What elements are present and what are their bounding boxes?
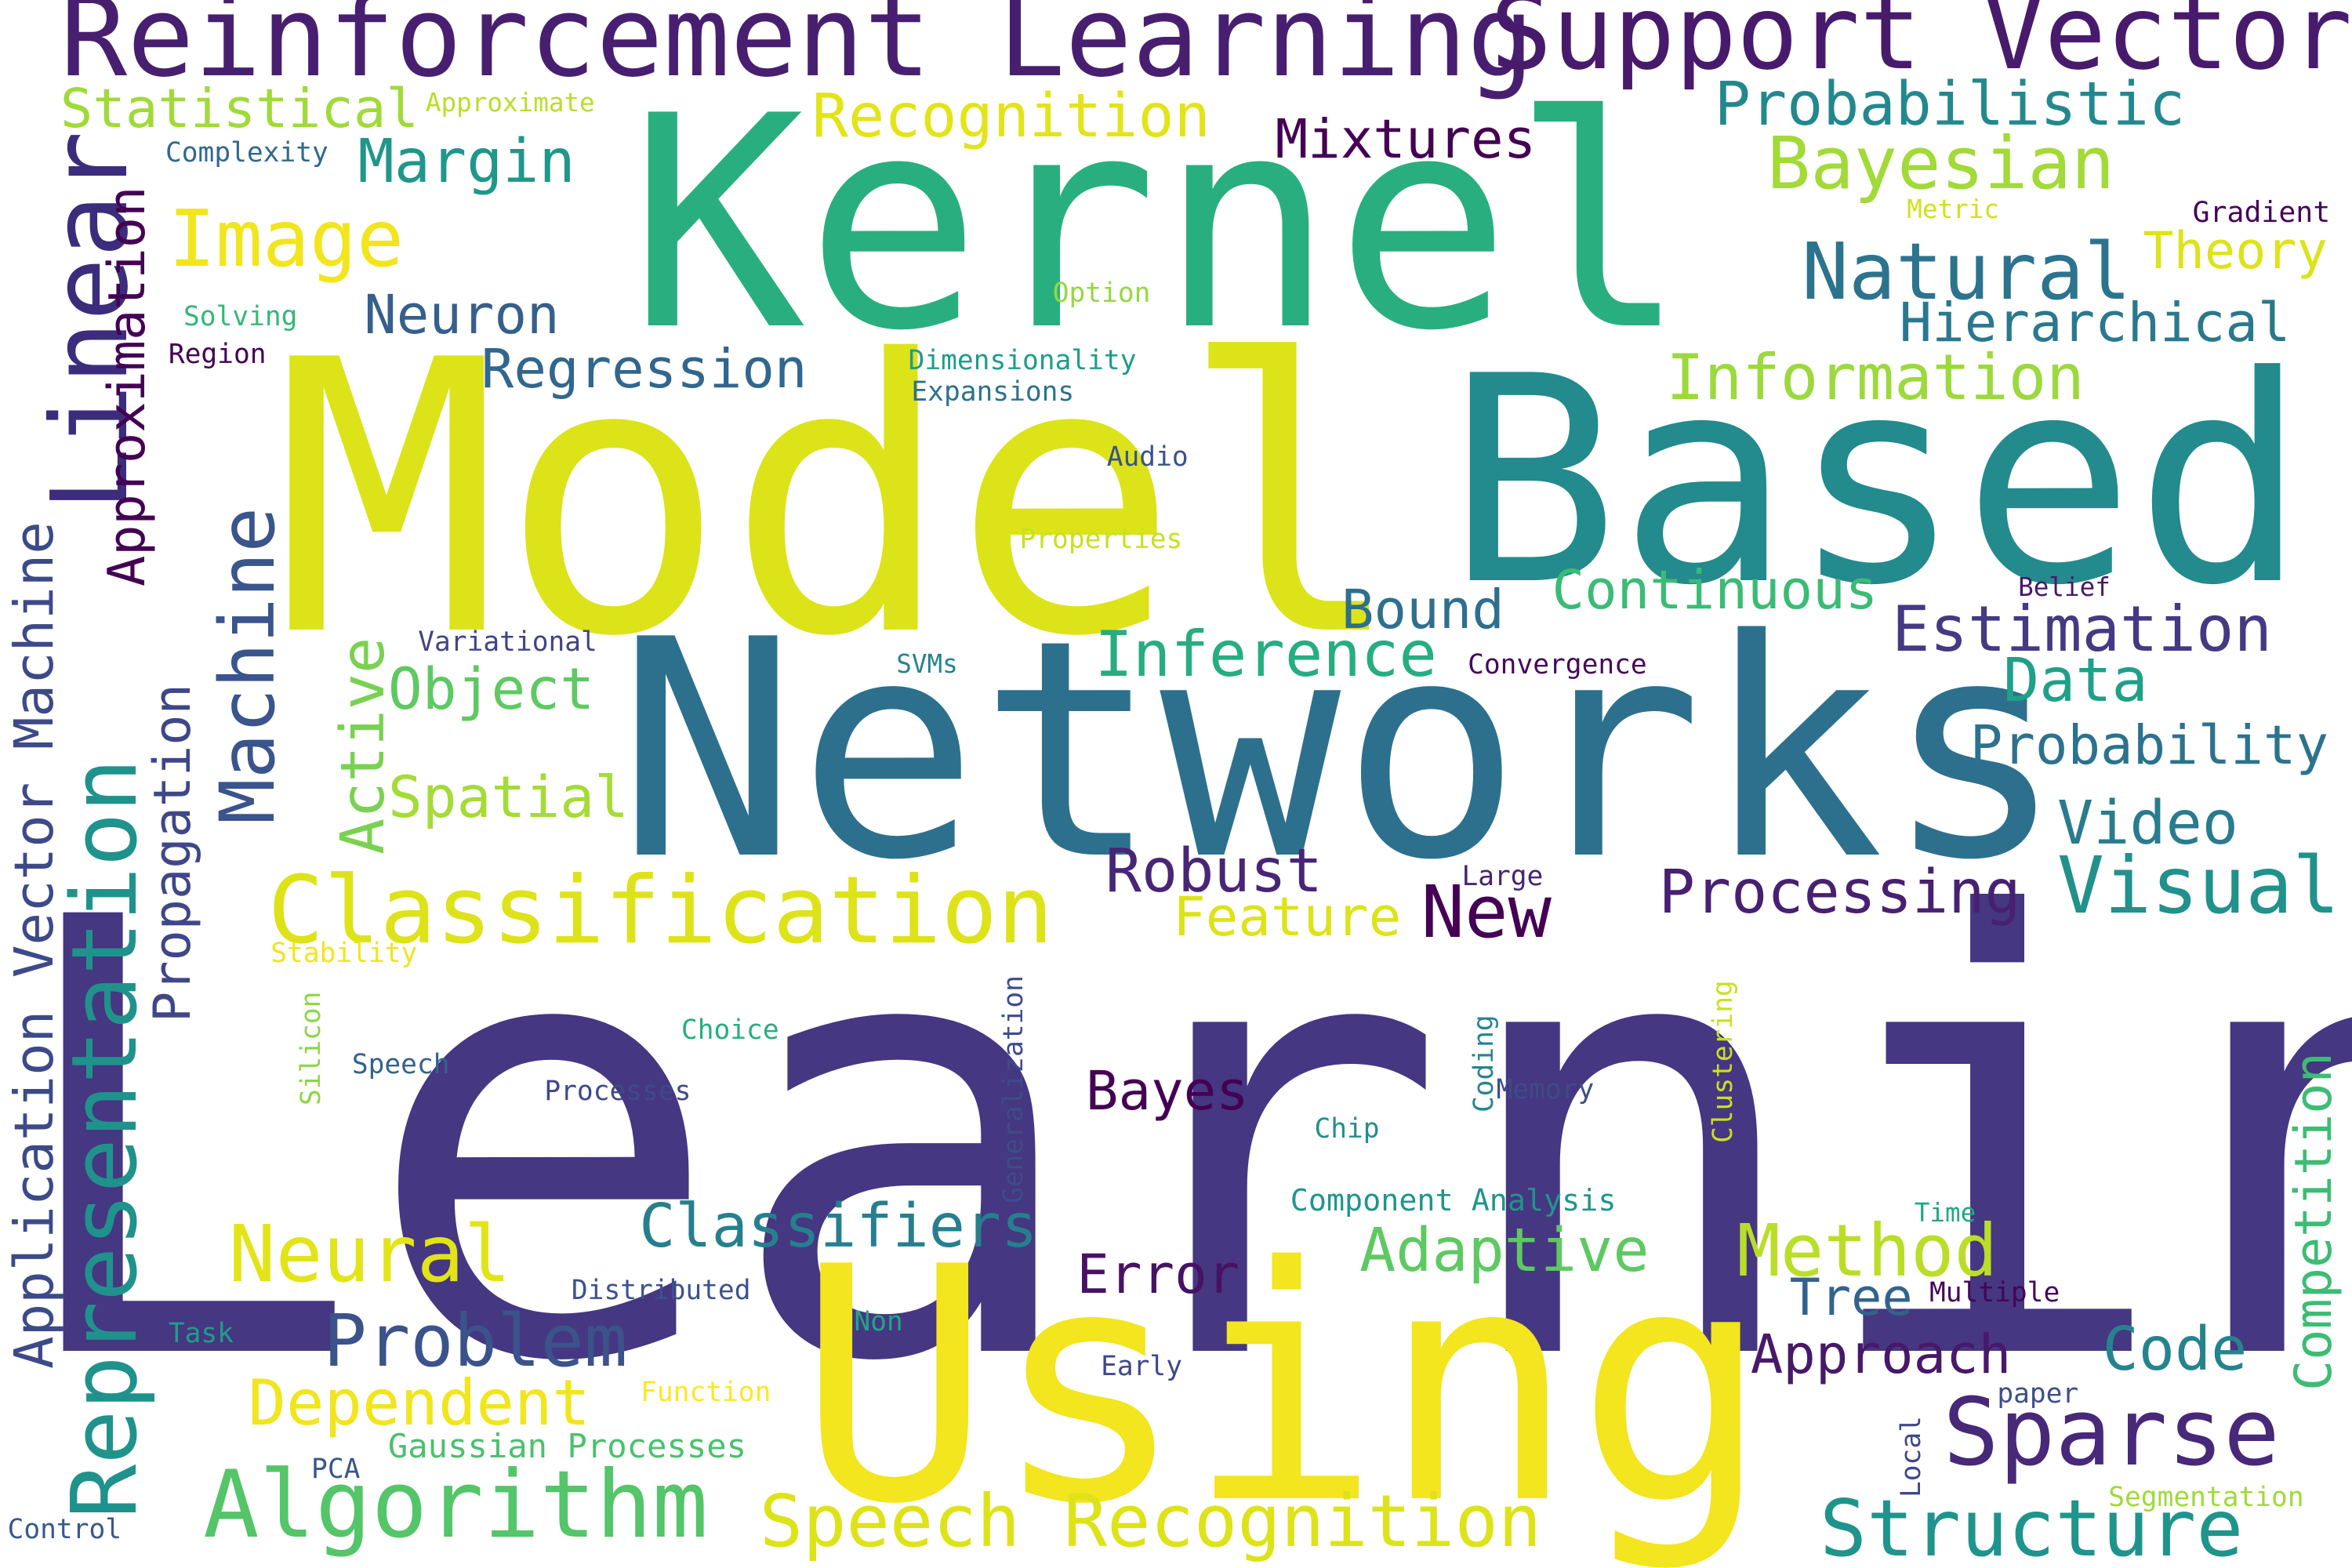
- word: Error: [1076, 1243, 1240, 1307]
- word: Estimation: [1892, 591, 2272, 666]
- word: Processing: [1658, 858, 2021, 928]
- word: Information: [1666, 340, 2085, 415]
- word: Approach: [1750, 1323, 2012, 1386]
- word: Audio: [1106, 441, 1189, 473]
- word: Probability: [1969, 713, 2329, 777]
- word: Task: [168, 1318, 234, 1350]
- word: Spatial: [387, 764, 629, 832]
- word: Regression: [481, 338, 808, 401]
- word: Classification: [267, 856, 1054, 965]
- word: Generalization: [997, 975, 1029, 1203]
- word: Method: [1737, 1208, 1998, 1293]
- word: Competition: [2284, 1052, 2344, 1392]
- word: Adaptive: [1359, 1215, 1650, 1286]
- word: Margin: [358, 126, 575, 197]
- word: Option: [1052, 277, 1151, 309]
- word: SVMs: [896, 648, 958, 679]
- word: Chip: [1314, 1113, 1380, 1145]
- word: Active: [328, 637, 398, 855]
- word: Region: [168, 339, 267, 371]
- word: Multiple: [1929, 1277, 2060, 1309]
- word: Gradient: [2192, 195, 2331, 230]
- word: Visual: [2057, 839, 2340, 931]
- word: Memory: [1496, 1074, 1595, 1106]
- word: Reinforcement Learning: [60, 0, 1534, 102]
- word: Classifiers: [639, 1191, 1038, 1261]
- word: Robust: [1105, 837, 1323, 907]
- word: Expansions: [911, 376, 1075, 408]
- word: Theory: [2143, 220, 2328, 281]
- word: Convergence: [1468, 648, 1647, 681]
- word: Statistical: [60, 78, 419, 141]
- word: Hierarchical: [1899, 291, 2291, 354]
- word: Bayesian: [1766, 122, 2115, 206]
- word: Belief: [2018, 572, 2111, 602]
- word: paper: [1997, 1377, 2079, 1410]
- word: Neuron: [364, 284, 560, 347]
- word: Properties: [1019, 524, 1183, 556]
- word: Processes: [544, 1076, 691, 1108]
- word: PCA: [311, 1453, 361, 1485]
- word: Variational: [418, 626, 597, 658]
- word: Model: [274, 281, 1406, 719]
- word: Non: [854, 1305, 903, 1338]
- word: Coding: [1468, 1014, 1500, 1113]
- word: Inference: [1094, 617, 1437, 691]
- word: Dimensionality: [908, 345, 1137, 377]
- word: Natural: [1801, 226, 2132, 318]
- word: New: [1421, 870, 1552, 955]
- word: Mixtures: [1275, 107, 1537, 171]
- word: Networks: [616, 576, 2066, 927]
- word: Complexity: [165, 137, 328, 169]
- word: Metric: [1907, 194, 1999, 225]
- word: Neural: [228, 1207, 511, 1300]
- word: Distributed: [571, 1274, 751, 1306]
- word: Code: [2102, 1315, 2248, 1385]
- word: Problem: [323, 1298, 628, 1383]
- word: Speech Recognition: [759, 1479, 1542, 1564]
- word: Control: [7, 1513, 122, 1545]
- word: Solving: [183, 301, 298, 333]
- word: Tree: [1789, 1267, 1913, 1327]
- word: Machine: [203, 507, 292, 825]
- word: Object: [387, 655, 595, 723]
- word: Based: [1446, 314, 2307, 648]
- word: Kernel: [628, 53, 1688, 395]
- word: Propagation: [142, 684, 202, 1023]
- word: Bayes: [1085, 1060, 1249, 1123]
- word: Probabilistic: [1714, 69, 2186, 140]
- word: Approximate: [425, 88, 595, 118]
- word: Stability: [270, 937, 418, 969]
- word: Feature: [1173, 885, 1402, 949]
- word: Data: [2002, 645, 2148, 716]
- word: Speech: [351, 1048, 450, 1080]
- word: Function: [641, 1376, 771, 1408]
- word: Dependent: [248, 1366, 590, 1440]
- word: Approximation: [97, 186, 158, 587]
- word: Recognition: [811, 82, 1210, 152]
- word: Choice: [681, 1014, 779, 1046]
- word: Segmentation: [2108, 1482, 2304, 1514]
- word: Using: [797, 1199, 1771, 1568]
- word: Sparse: [1943, 1378, 2280, 1487]
- word: Algorithm: [202, 1450, 709, 1559]
- word: Representation: [52, 758, 158, 1519]
- word: Large: [1461, 861, 1544, 893]
- word: Component Analysis: [1290, 1183, 1617, 1219]
- word: Image: [168, 193, 405, 285]
- word: Support Vector: [1490, 0, 2352, 93]
- word: Early: [1101, 1351, 1182, 1383]
- word: Gaussian Processes: [387, 1427, 747, 1466]
- word: Clustering: [1707, 979, 1739, 1143]
- word: Time: [1914, 1197, 1976, 1228]
- word: Continuous: [1552, 559, 1878, 622]
- word: Silicon: [295, 991, 327, 1105]
- word: Video: [2057, 788, 2238, 858]
- word: Structure: [1819, 1483, 2244, 1568]
- word: Learning: [0, 793, 2352, 1494]
- word: Bound: [1341, 579, 1504, 642]
